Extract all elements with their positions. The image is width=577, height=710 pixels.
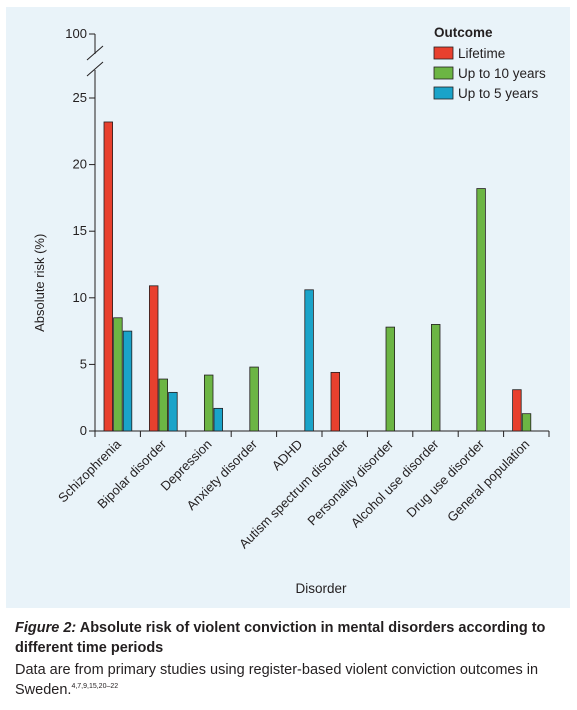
y-tick-label: 15 <box>73 223 87 238</box>
legend-title: Outcome <box>434 25 493 40</box>
bar-up-to-10-years <box>385 326 396 432</box>
bar-lifetime <box>512 389 522 432</box>
figure-caption: Figure 2: Absolute risk of violent convi… <box>15 618 567 700</box>
chart-panel: 100 0 5 10 15 20 25 Absolute risk (%) Schizophre… <box>6 7 570 608</box>
bar-up-to-10-years <box>430 324 441 432</box>
x-tick-label: Personality disorder <box>304 436 396 528</box>
x-tick-label: General population <box>444 437 532 525</box>
legend-swatch-up-to-5-years <box>433 86 454 100</box>
bar-up-to-10-years <box>113 317 123 432</box>
bar-up-to-10-years <box>158 378 169 432</box>
y-tick-label: 0 <box>80 423 87 438</box>
y-axis-label: Absolute risk (%) <box>32 234 47 332</box>
bar-up-to-5-years <box>168 391 178 432</box>
y-tick-label: 100 <box>65 26 87 41</box>
legend-swatch-up-to-10-years <box>433 66 454 80</box>
bar-up-to-10-years <box>249 366 259 432</box>
axis-break-mark <box>86 45 104 61</box>
legend-label: Lifetime <box>458 46 505 61</box>
y-tick-label: 20 <box>73 157 87 172</box>
bar-lifetime <box>330 371 341 432</box>
bar-up-to-10-years <box>476 188 486 432</box>
bar-up-to-5-years <box>304 289 314 432</box>
legend-swatch-lifetime <box>433 46 454 60</box>
bar-lifetime <box>148 285 159 432</box>
x-tick-label: ADHD <box>269 437 306 474</box>
legend-label: Up to 10 years <box>458 66 546 81</box>
bar-up-to-10-years <box>521 413 532 432</box>
caption-body: Data are from primary studies using regi… <box>15 662 539 698</box>
axis-break-mark <box>86 61 104 77</box>
bar-up-to-10-years <box>203 374 214 432</box>
x-tick-label: Alcohol use disorder <box>348 436 442 530</box>
caption-refs: 4,7,9,15,20–22 <box>71 683 119 690</box>
x-tick-label: Drug use disorder <box>403 436 487 520</box>
y-tick-label: 25 <box>73 90 87 105</box>
bar-up-to-5-years <box>122 330 133 432</box>
y-tick-label: 10 <box>73 290 87 305</box>
y-tick-label: 5 <box>80 356 87 371</box>
caption-heading: Absolute risk of violent conviction in m… <box>15 620 546 656</box>
caption-title: Figure 2: Absolute risk of violent convi… <box>15 618 567 658</box>
x-axis-label: Disorder <box>295 581 347 596</box>
caption-body-line: Data are from primary studies using regi… <box>15 660 567 700</box>
legend-label: Up to 5 years <box>458 86 539 101</box>
bar-up-to-5-years <box>213 407 224 432</box>
caption-label: Figure 2: <box>15 620 77 636</box>
bar-lifetime <box>103 121 114 432</box>
